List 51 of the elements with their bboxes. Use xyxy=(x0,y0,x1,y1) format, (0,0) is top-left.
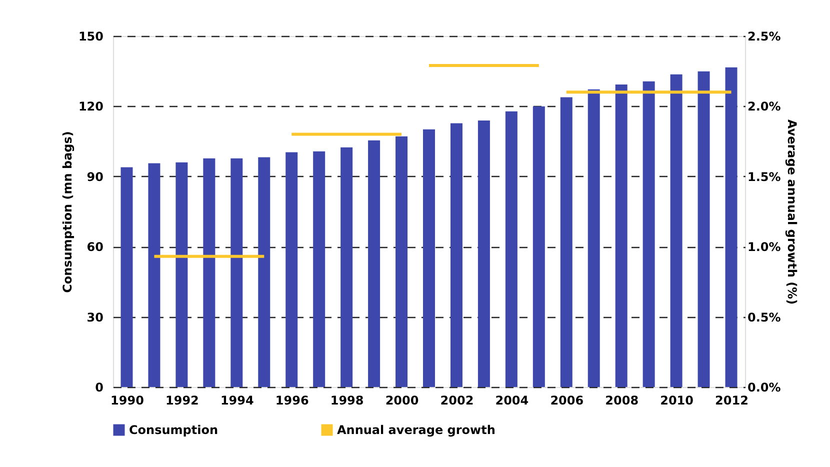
legend-label: Consumption xyxy=(129,423,218,437)
bar xyxy=(588,89,600,387)
bar xyxy=(532,106,545,387)
bar xyxy=(450,123,462,387)
bar xyxy=(203,158,216,387)
x-tick-label: 1998 xyxy=(330,394,364,408)
bar xyxy=(670,74,682,387)
y2-tick-label: 2.0% xyxy=(748,100,781,114)
x-tick-label: 2006 xyxy=(550,394,584,408)
bar xyxy=(176,162,188,387)
y2-tick-label: 2.5% xyxy=(748,30,781,44)
y2-tick-label: 1.5% xyxy=(748,170,781,184)
x-tick-label: 2004 xyxy=(495,394,529,408)
bar xyxy=(423,129,435,387)
bar xyxy=(478,120,490,387)
bar xyxy=(642,81,655,387)
bar xyxy=(313,151,326,387)
bar xyxy=(258,157,270,387)
y2-tick-label: 0.5% xyxy=(748,310,781,324)
x-tick-label: 2010 xyxy=(660,394,694,408)
y2-tick-label: 1.0% xyxy=(748,240,781,254)
bar xyxy=(698,71,710,387)
y-axis-title: Consumption (mn bags) xyxy=(60,131,74,293)
bar xyxy=(230,158,243,387)
x-tick-label: 1990 xyxy=(110,394,144,408)
bar xyxy=(615,84,628,387)
bar xyxy=(120,167,133,387)
x-tick-label: 2000 xyxy=(385,394,419,408)
bar xyxy=(368,140,380,387)
x-tick-label: 1992 xyxy=(165,394,199,408)
x-tick-label: 1994 xyxy=(220,394,254,408)
y-tick-label: 120 xyxy=(78,100,104,114)
y2-axis-title: Average annual growth (%) xyxy=(784,119,799,305)
y-tick-label: 60 xyxy=(86,240,104,254)
x-tick-label: 2008 xyxy=(605,394,639,408)
y-tick-label: 90 xyxy=(86,170,104,184)
bar xyxy=(725,67,738,387)
legend-label: Annual average growth xyxy=(337,423,496,437)
bar xyxy=(505,111,518,387)
bar xyxy=(560,97,572,387)
bar xyxy=(340,147,353,387)
y-tick-label: 150 xyxy=(78,30,104,44)
x-tick-label: 2002 xyxy=(440,394,474,408)
y2-tick-label: 0.0% xyxy=(748,380,781,394)
x-tick-label: 1996 xyxy=(275,394,309,408)
x-tick-label: 2012 xyxy=(715,394,748,408)
y-tick-label: 0 xyxy=(95,380,104,394)
y-tick-label: 30 xyxy=(86,310,104,324)
bar xyxy=(148,163,160,387)
bar xyxy=(396,136,408,387)
bar xyxy=(286,152,298,387)
